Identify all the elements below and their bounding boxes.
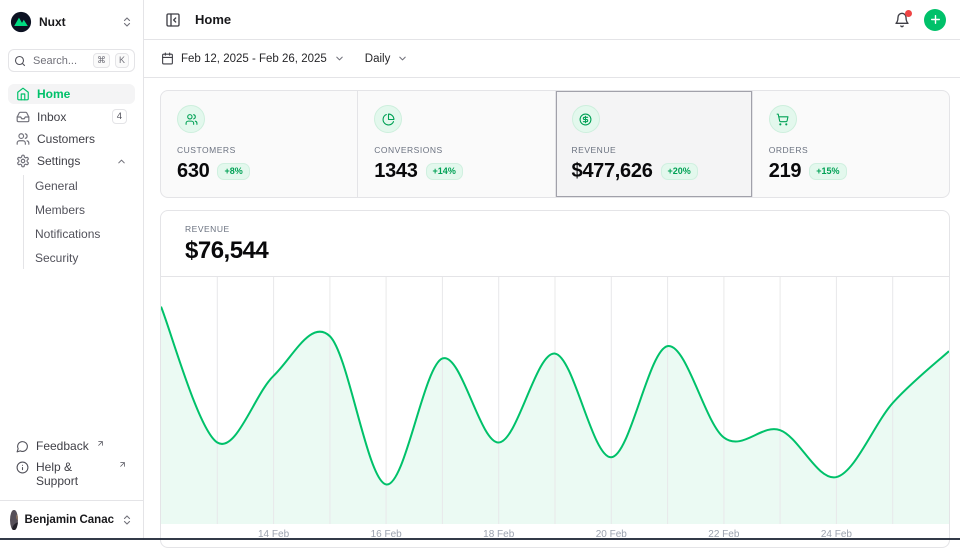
stat-value: 1343	[374, 160, 417, 183]
date-range-picker[interactable]: Feb 12, 2025 - Feb 26, 2025	[161, 52, 345, 65]
notification-dot	[905, 10, 912, 17]
sidebar-item-inbox[interactable]: Inbox 4	[8, 106, 135, 127]
chart-plot-area	[161, 276, 949, 524]
users-icon	[16, 132, 30, 146]
chart-metric-value: $76,544	[185, 237, 925, 265]
stat-delta-badge: +8%	[217, 163, 249, 180]
kbd-k: K	[115, 53, 129, 68]
stat-label: Revenue	[572, 145, 736, 155]
inbox-icon	[16, 110, 30, 124]
inbox-count-badge: 4	[112, 109, 127, 124]
nuxt-logo-icon	[10, 11, 32, 33]
plus-icon	[929, 13, 942, 26]
chart-header: Revenue $76,544	[161, 211, 949, 276]
circle-dollar-icon	[579, 113, 592, 126]
panel-left-close-icon	[165, 12, 181, 28]
footer-link-help-support[interactable]: Help & Support	[8, 457, 135, 492]
chevron-down-icon	[397, 53, 408, 64]
revenue-area-chart	[161, 277, 949, 524]
stat-delta-badge: +14%	[426, 163, 463, 180]
arrow-up-right-icon	[118, 460, 127, 469]
sidebar-subitem-security[interactable]: Security	[24, 247, 135, 269]
stat-delta-badge: +15%	[809, 163, 846, 180]
home-icon	[16, 87, 30, 101]
content: Customers 630 +8% Conversions 1343 +14% Revenu…	[144, 78, 960, 548]
shopping-cart-icon	[776, 113, 789, 126]
sidebar-item-label: Customers	[37, 132, 127, 146]
stat-card-conversions[interactable]: Conversions 1343 +14%	[358, 91, 554, 197]
chevron-up-icon	[116, 156, 127, 167]
kbd-cmd: ⌘	[93, 53, 110, 68]
page-title: Home	[195, 12, 231, 27]
stat-label: Customers	[177, 145, 341, 155]
sidebar-subitem-general[interactable]: General	[24, 175, 135, 197]
users-icon	[185, 113, 198, 126]
stat-icon-badge	[572, 105, 600, 133]
sidebar-spacer	[8, 269, 135, 436]
stat-value: 219	[769, 160, 801, 183]
workspace-name: Nuxt	[39, 15, 114, 29]
stat-value: $477,626	[572, 160, 653, 183]
chart-pie-icon	[382, 113, 395, 126]
sidebar-item-settings[interactable]: Settings	[8, 151, 135, 171]
stat-icon-badge	[374, 105, 402, 133]
collapse-sidebar-button[interactable]	[161, 8, 185, 32]
chevrons-up-down-icon	[121, 514, 133, 526]
stat-label: Orders	[769, 145, 933, 155]
sidebar-subitem-members[interactable]: Members	[24, 199, 135, 221]
filters-toolbar: Feb 12, 2025 - Feb 26, 2025 Daily	[144, 40, 960, 78]
footer-link-label: Help & Support	[36, 460, 111, 488]
stat-icon-badge	[177, 105, 205, 133]
avatar	[10, 510, 18, 530]
chevrons-up-down-icon	[121, 16, 133, 28]
info-icon	[16, 461, 29, 474]
settings-icon	[16, 154, 30, 168]
workspace-switcher[interactable]: Nuxt	[8, 8, 135, 36]
main-area: Home Feb 12, 2025 - Feb 26, 2025 Daily C…	[144, 0, 960, 540]
stat-card-customers[interactable]: Customers 630 +8%	[161, 91, 357, 197]
chevron-down-icon	[334, 53, 345, 64]
sidebar-item-label: Settings	[37, 154, 109, 168]
message-circle-icon	[16, 440, 29, 453]
stat-delta-badge: +20%	[661, 163, 698, 180]
stat-card-revenue[interactable]: Revenue $477,626 +20%	[556, 91, 752, 197]
sidebar-item-label: Home	[37, 87, 127, 101]
stats-row: Customers 630 +8% Conversions 1343 +14% Revenu…	[160, 90, 950, 198]
footer-link-label: Feedback	[36, 439, 89, 453]
sidebar-item-label: Inbox	[37, 110, 105, 124]
sidebar-item-customers[interactable]: Customers	[8, 129, 135, 149]
sidebar-subitem-notifications[interactable]: Notifications	[24, 223, 135, 245]
arrow-up-right-icon	[96, 439, 105, 448]
granularity-select[interactable]: Daily	[365, 53, 409, 65]
granularity-value: Daily	[365, 53, 391, 65]
page-header: Home	[144, 0, 960, 40]
sidebar: Nuxt ⌘ K Home Inbox 4 Customers Settings Gene…	[0, 0, 144, 540]
sidebar-item-home[interactable]: Home	[8, 84, 135, 104]
search-icon	[14, 55, 26, 67]
user-name: Benjamin Canac	[25, 514, 114, 526]
stat-label: Conversions	[374, 145, 538, 155]
user-menu[interactable]: Benjamin Canac	[8, 501, 135, 532]
notifications-button[interactable]	[890, 8, 914, 32]
footer-link-feedback[interactable]: Feedback	[8, 436, 135, 457]
stat-icon-badge	[769, 105, 797, 133]
calendar-icon	[161, 52, 174, 65]
stat-value: 630	[177, 160, 209, 183]
search-input[interactable]	[31, 54, 88, 68]
chart-metric-label: Revenue	[185, 224, 925, 234]
stat-card-orders[interactable]: Orders 219 +15%	[753, 91, 949, 197]
search-box[interactable]: ⌘ K	[8, 49, 135, 72]
add-button[interactable]	[924, 9, 946, 31]
sidebar-footer-links: Feedback Help & Support	[8, 436, 135, 492]
date-range-value: Feb 12, 2025 - Feb 26, 2025	[181, 53, 327, 65]
